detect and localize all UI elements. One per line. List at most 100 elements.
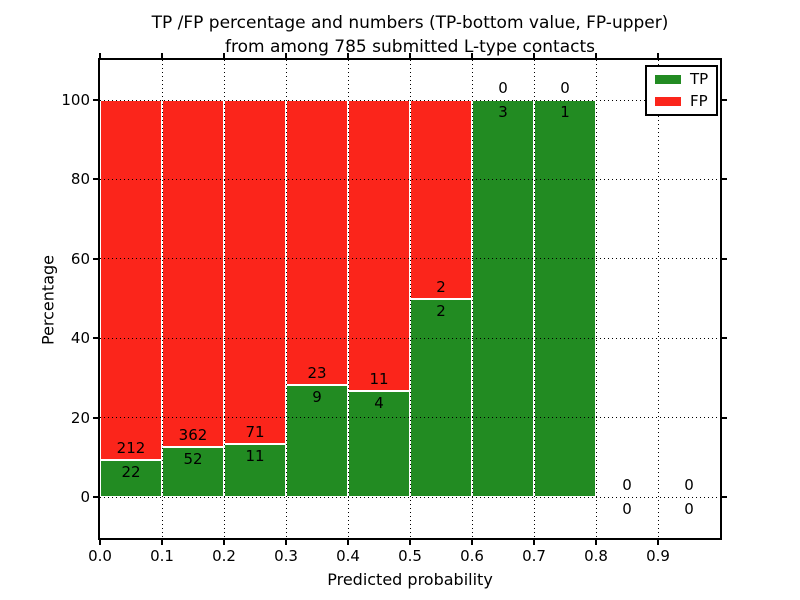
bar-label-fp: 0	[684, 476, 694, 494]
bar-label-tp: 9	[312, 388, 322, 407]
y-tick-right	[722, 257, 727, 260]
bar-label-tp: 4	[374, 394, 384, 413]
gridline-vertical	[223, 60, 225, 538]
y-tick-left	[93, 496, 98, 498]
x-tick-top	[223, 53, 225, 58]
x-tick-bottom	[595, 540, 597, 545]
bar-label-fp: 0	[498, 79, 508, 97]
bar-label-fp: 23	[307, 364, 327, 383]
bar-label-fp: 212	[116, 438, 146, 457]
legend-label-fp: FP	[690, 92, 708, 110]
y-tick-left	[93, 99, 98, 101]
x-tick-bottom	[347, 540, 349, 545]
bar-segment-tp	[162, 447, 224, 497]
x-tick-bottom	[161, 540, 163, 545]
gridline-vertical	[533, 60, 535, 538]
x-tick-top	[99, 53, 101, 58]
bar-segment-tp	[100, 459, 162, 497]
y-tick-label: 20	[70, 408, 90, 427]
bar-label-tp: 22	[121, 462, 141, 481]
spine-right	[720, 58, 722, 540]
x-tick-bottom	[223, 540, 225, 545]
legend-item-tp: TP	[655, 72, 708, 87]
legend-swatch-fp-icon	[655, 97, 681, 106]
x-tick-bottom	[471, 540, 473, 545]
gridline-vertical	[657, 60, 659, 538]
x-tick-top	[533, 53, 535, 58]
y-axis-label: Percentage	[38, 254, 58, 346]
x-tick-bottom	[99, 540, 101, 545]
bar-label-tp: 0	[622, 500, 632, 518]
gridline-vertical	[471, 60, 473, 538]
x-tick-bottom	[285, 540, 287, 545]
x-tick-label: 0.1	[150, 547, 174, 565]
x-tick-label: 0.3	[274, 547, 298, 565]
bar-segment-fp	[348, 100, 410, 392]
gridline-vertical	[285, 60, 287, 538]
gridline-vertical	[595, 60, 597, 538]
y-tick-label: 100	[61, 91, 90, 109]
legend-item-fp: FP	[655, 94, 708, 109]
x-tick-top	[595, 53, 597, 58]
x-tick-label: 0.5	[398, 547, 422, 565]
x-tick-label: 0.2	[212, 547, 236, 565]
bar-label-fp: 71	[245, 422, 265, 441]
y-tick-right	[722, 416, 727, 419]
x-tick-bottom	[409, 540, 411, 545]
x-tick-label: 0.8	[584, 547, 608, 565]
gridline-vertical	[347, 60, 349, 538]
gridline-vertical	[161, 60, 163, 538]
plot-area: TP FP 0 20 40 60 80 100 0.0 0.1 0.2 0.3 0.4 0.5 0.6 0…	[61, 53, 727, 565]
y-tick-left	[93, 416, 98, 419]
bar-segment-tp	[348, 391, 410, 497]
bar-segment-tp	[472, 100, 534, 497]
x-tick-top	[347, 53, 349, 58]
chart-title-line2: from among 785 submitted L-type contacts	[224, 37, 595, 57]
bar-segment-fp	[410, 100, 472, 299]
bar-segment-fp	[162, 100, 224, 448]
bar-label-fp: 2	[436, 277, 446, 296]
x-tick-label: 0.7	[522, 547, 546, 565]
x-tick-top	[409, 53, 411, 58]
x-tick-label: 0.0	[88, 547, 112, 565]
bar-label-tp: 11	[245, 446, 265, 465]
bar-label-tp: 0	[684, 500, 694, 518]
spine-bottom	[98, 538, 722, 540]
bar-segment-fp	[100, 100, 162, 460]
bar-label-tp: 3	[498, 103, 508, 121]
bar-label-fp: 362	[178, 426, 208, 445]
x-tick-top	[285, 53, 287, 58]
y-tick-label: 80	[70, 170, 90, 189]
bar-label-tp: 1	[560, 103, 570, 121]
y-tick-left	[93, 257, 98, 260]
legend-label-tp: TP	[690, 70, 709, 88]
bar-label-fp: 0	[560, 79, 570, 97]
bar-label-tp: 2	[436, 301, 446, 320]
spine-left	[98, 58, 100, 540]
x-tick-top	[161, 53, 163, 58]
bar-segment-tp	[224, 443, 286, 497]
x-tick-label: 0.4	[336, 547, 360, 565]
y-tick-right	[722, 496, 727, 498]
y-tick-label: 60	[70, 249, 90, 268]
bar-label-fp: 11	[369, 370, 389, 389]
y-tick-label: 40	[70, 329, 90, 348]
bar-segment-tp	[410, 298, 472, 497]
y-tick-right	[722, 337, 727, 340]
y-tick-right	[722, 178, 727, 181]
x-tick-bottom	[657, 540, 659, 545]
x-tick-bottom	[533, 540, 535, 545]
bar-label-tp: 52	[183, 450, 203, 469]
y-tick-left	[93, 337, 98, 340]
bar-segment-fp	[224, 100, 286, 444]
x-tick-top	[657, 53, 659, 58]
legend-swatch-tp-icon	[655, 75, 681, 84]
gridline-vertical	[409, 60, 411, 538]
x-axis-label: Predicted probability	[327, 570, 493, 589]
spine-top	[98, 58, 722, 60]
legend: TP FP	[645, 65, 719, 116]
y-tick-label: 0	[80, 488, 90, 506]
x-tick-top	[471, 53, 473, 58]
bar-segment-tp	[534, 100, 596, 497]
